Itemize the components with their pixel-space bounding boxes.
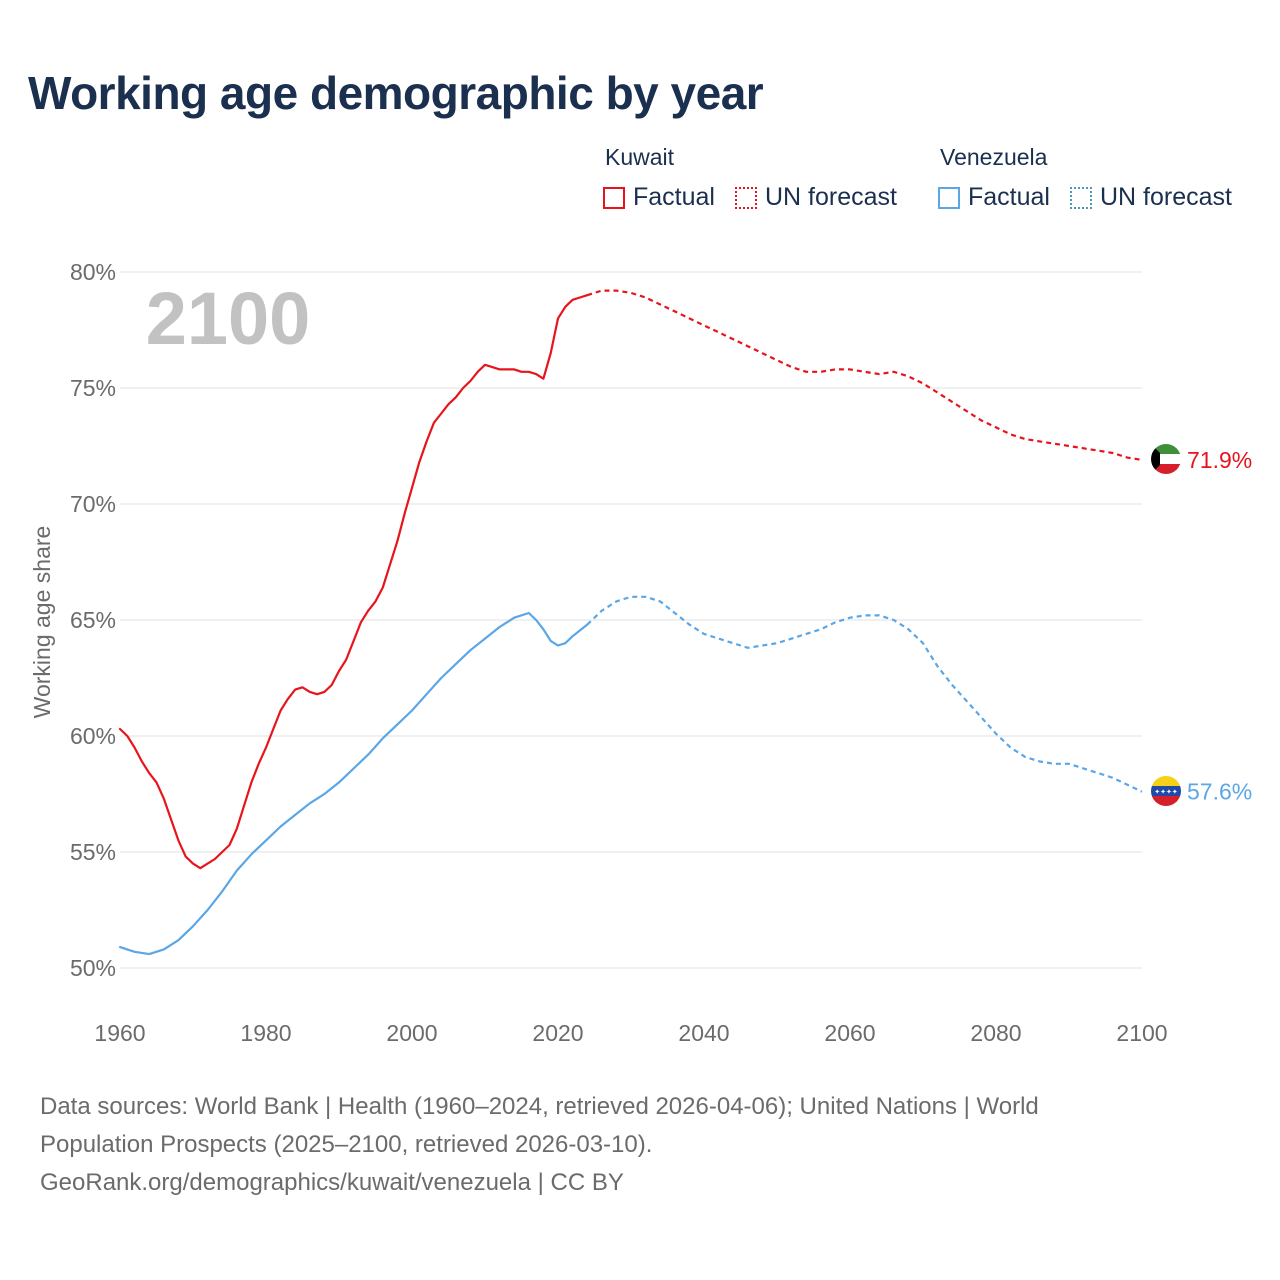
line-chart: 2100 50% 55% 60% 65% 70% 75% 80% 1960 1980 2000 2… bbox=[29, 259, 1252, 1046]
svg-text:✦✦✦✦: ✦✦✦✦ bbox=[1154, 788, 1178, 796]
legend-kuwait: Kuwait Factual UN forecast bbox=[603, 144, 917, 212]
legend-venezuela-forecast[interactable]: UN forecast bbox=[1069, 183, 1232, 212]
y-tick-label: 55% bbox=[70, 839, 116, 865]
x-tick-label: 2000 bbox=[386, 1020, 437, 1046]
x-tick-label: 2040 bbox=[678, 1020, 729, 1046]
legend-swatch-solid bbox=[938, 186, 960, 209]
legend-venezuela-name: Venezuela bbox=[940, 144, 1048, 170]
legend-kuwait-factual-label: Factual bbox=[633, 183, 715, 211]
x-tick-label: 1980 bbox=[240, 1020, 291, 1046]
legend-kuwait-factual[interactable]: Factual bbox=[603, 183, 715, 212]
legend-venezuela-factual-label: Factual bbox=[968, 183, 1050, 211]
legend-venezuela: Venezuela Factual UN forecast bbox=[938, 144, 1252, 212]
year-watermark: 2100 bbox=[146, 277, 311, 360]
y-tick-label: 80% bbox=[70, 259, 116, 285]
legend-venezuela-factual[interactable]: Factual bbox=[938, 183, 1050, 212]
chart-title: Working age demographic by year bbox=[28, 67, 764, 119]
series-lines bbox=[118, 289, 1143, 956]
kuwait-flag-icon bbox=[1151, 444, 1181, 474]
x-tick-label: 2060 bbox=[824, 1020, 875, 1046]
gridlines bbox=[120, 271, 1142, 969]
y-tick-label: 50% bbox=[70, 955, 116, 981]
x-tick-label: 2020 bbox=[532, 1020, 583, 1046]
end-labels: 71.9% 57.6% bbox=[1187, 447, 1252, 805]
data-sources-text: Data sources: World Bank | Health (1960–… bbox=[40, 1093, 1039, 1158]
venezuela-factual-line[interactable] bbox=[118, 611, 589, 956]
y-axis-label: Working age share bbox=[29, 526, 55, 719]
y-axis-ticks: 50% 55% 60% 65% 70% 75% 80% bbox=[70, 259, 116, 981]
venezuela-forecast-line[interactable] bbox=[586, 595, 1143, 793]
y-tick-label: 60% bbox=[70, 723, 116, 749]
legend-venezuela-forecast-label: UN forecast bbox=[1099, 183, 1232, 211]
x-tick-label: 2100 bbox=[1116, 1020, 1167, 1046]
legend-swatch-solid bbox=[603, 186, 625, 209]
kuwait-forecast-line[interactable] bbox=[586, 289, 1143, 461]
kuwait-factual-line[interactable] bbox=[118, 294, 589, 870]
x-tick-label: 1960 bbox=[94, 1020, 145, 1046]
credit-link[interactable]: GeoRank.org/demographics/kuwait/venezuel… bbox=[40, 1169, 624, 1196]
legend-kuwait-forecast-label: UN forecast bbox=[764, 183, 897, 211]
footer: Data sources: World Bank | Health (1960–… bbox=[40, 1088, 1150, 1202]
legend-swatch-dotted bbox=[1069, 186, 1092, 209]
venezuela-flag-icon: ✦✦✦✦ bbox=[1151, 776, 1181, 806]
legend-kuwait-forecast[interactable]: UN forecast bbox=[734, 183, 897, 212]
y-tick-label: 65% bbox=[70, 607, 116, 633]
y-tick-label: 70% bbox=[70, 491, 116, 517]
y-tick-label: 75% bbox=[70, 375, 116, 401]
kuwait-end-label: 71.9% bbox=[1187, 447, 1252, 473]
x-tick-label: 2080 bbox=[970, 1020, 1021, 1046]
venezuela-end-label: 57.6% bbox=[1187, 779, 1252, 805]
legend-swatch-dotted bbox=[734, 186, 757, 209]
legend-kuwait-name: Kuwait bbox=[605, 144, 675, 170]
x-axis-ticks: 1960 1980 2000 2020 2040 2060 2080 2100 bbox=[94, 1020, 1167, 1046]
